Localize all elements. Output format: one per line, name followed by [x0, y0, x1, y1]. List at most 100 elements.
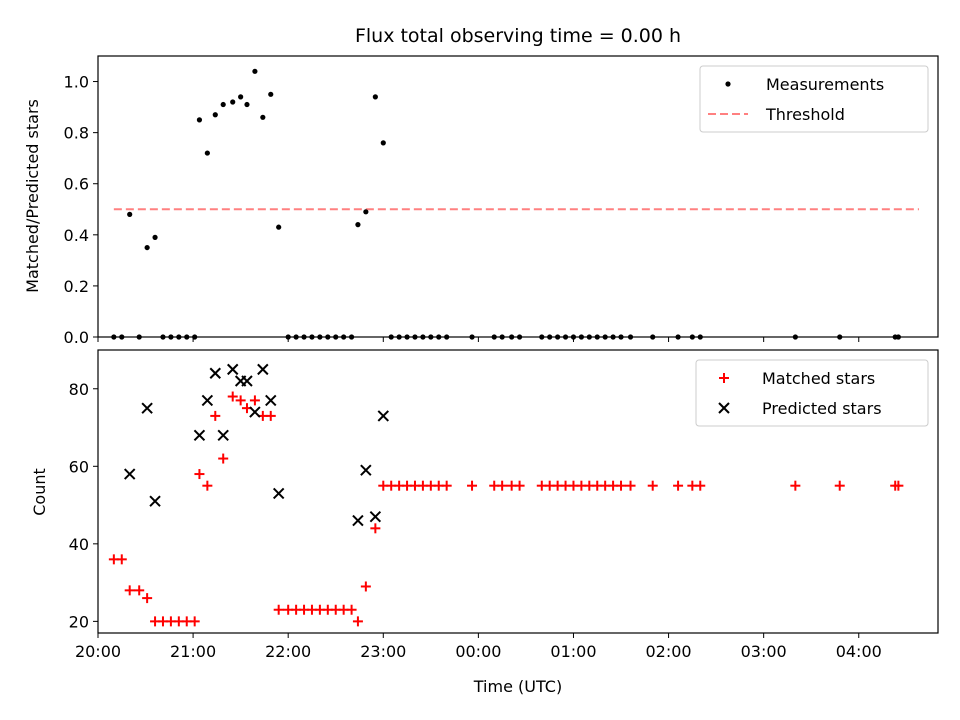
matched-star-point [189, 616, 200, 627]
measurement-point [355, 222, 361, 228]
matched-star-point [441, 480, 452, 491]
top-x-ticks [97, 337, 860, 342]
matched-star-point [227, 391, 238, 402]
matched-star-point [210, 410, 221, 421]
measurement-point [260, 114, 266, 120]
predicted-star-point [241, 375, 253, 387]
y-tick-label: 0.4 [64, 226, 89, 245]
x-tick-label: 04:00 [836, 642, 882, 661]
matched-star-point [673, 480, 684, 491]
predicted-star-point [352, 514, 364, 527]
bottom-plot-data [108, 363, 904, 627]
matched-star-point [265, 410, 276, 421]
legend-label: Threshold [765, 105, 845, 124]
predicted-star-point [193, 429, 206, 441]
x-tick-label: 01:00 [550, 642, 596, 661]
legend-label: Measurements [766, 75, 884, 94]
matched-star-point [625, 480, 636, 491]
measurement-point [152, 234, 158, 240]
measurement-point [363, 209, 369, 215]
predicted-star-point [257, 363, 269, 376]
y-tick-label: 40 [69, 535, 89, 554]
predicted-star-point [217, 429, 229, 441]
legend-plus-icon [719, 373, 729, 383]
matched-star-point [124, 585, 135, 596]
legend-box [695, 359, 929, 427]
top-ylabel: Matched/Predicted stars [23, 99, 42, 293]
measurement-point [212, 112, 218, 118]
x-tick-label: 23:00 [360, 642, 406, 661]
matched-star-point [249, 395, 260, 406]
top-y-ticks: 0.0 0.2 0.4 0.6 0.8 1.0 [64, 73, 98, 347]
predicted-star-point [123, 468, 136, 480]
matched-star-point [370, 523, 381, 534]
measurement-point [268, 91, 274, 97]
matched-star-point [467, 480, 478, 491]
predicted-star-point [377, 410, 389, 422]
predicted-star-point [201, 394, 214, 407]
matched-star-point [360, 581, 371, 592]
matched-star-point [218, 453, 229, 464]
measurement-point [252, 68, 258, 74]
predicted-star-point [265, 394, 277, 407]
measurement-point [380, 140, 386, 146]
predicted-star-point [141, 402, 153, 414]
bottom-ylabel: Count [30, 468, 49, 516]
measurement-point [204, 150, 210, 156]
y-tick-label: 0.6 [64, 175, 89, 194]
y-tick-label: 0.2 [64, 277, 89, 296]
matched-star-point [647, 480, 658, 491]
predicted-star-point [209, 367, 221, 379]
x-tick-label: 21:00 [170, 642, 216, 661]
x-tick-label: 00:00 [455, 642, 501, 661]
measurement-point [244, 101, 250, 108]
matched-star-point [273, 604, 284, 615]
predicted-star-point [249, 406, 261, 418]
measurement-point [220, 101, 226, 108]
top-axes-frame [97, 55, 939, 338]
bottom-y-ticks: 20 40 60 80 [69, 380, 98, 631]
predicted-star-point [360, 464, 372, 476]
legend-label: Matched stars [762, 369, 875, 388]
matched-star-point [352, 616, 363, 627]
y-tick-label: 60 [69, 457, 89, 476]
predicted-star-point [227, 363, 239, 376]
measurement-point [372, 94, 378, 100]
top-legend: Measurements Threshold [699, 65, 929, 133]
matched-star-point [497, 480, 508, 491]
chart-title: Flux total observing time = 0.00 h [355, 25, 681, 47]
legend-x-icon [718, 402, 730, 414]
top-axes: 0.0 0.2 0.4 0.6 0.8 1.0 Matched/Predicted sta… [23, 55, 939, 347]
predicted-star-point [369, 510, 382, 523]
bottom-axes: 20 40 60 80 20:00 21:00 22:00 23:00 00:00 01:00 0… [30, 349, 939, 661]
matched-star-point [194, 469, 205, 480]
y-tick-label: 0.0 [64, 328, 89, 347]
x-tick-label: 03:00 [741, 642, 787, 661]
x-tick-label: 02:00 [646, 642, 692, 661]
y-tick-label: 80 [69, 380, 89, 399]
y-tick-label: 1.0 [64, 73, 89, 92]
legend-dot-icon [725, 81, 731, 87]
matched-star-point [116, 554, 127, 565]
legend-box [699, 65, 929, 133]
measurement-point [238, 94, 244, 100]
matched-star-point [134, 585, 145, 596]
matched-star-point [346, 604, 357, 615]
matched-star-point [834, 480, 845, 491]
bottom-axes-frame [97, 349, 939, 634]
bottom-legend: Matched stars Predicted stars [695, 359, 929, 427]
x-axis-label: Time (UTC) [473, 677, 562, 696]
matched-star-point [790, 480, 801, 491]
measurement-point [127, 211, 133, 217]
legend-label: Predicted stars [762, 399, 882, 418]
measurement-point [230, 99, 236, 105]
predicted-star-point [272, 487, 285, 500]
measurement-point [196, 117, 203, 123]
matched-star-point [514, 480, 525, 491]
x-tick-label: 22:00 [265, 642, 311, 661]
matched-star-point [695, 480, 706, 491]
matched-star-point [893, 480, 904, 491]
measurement-point [144, 244, 150, 251]
matched-star-point [202, 480, 213, 491]
